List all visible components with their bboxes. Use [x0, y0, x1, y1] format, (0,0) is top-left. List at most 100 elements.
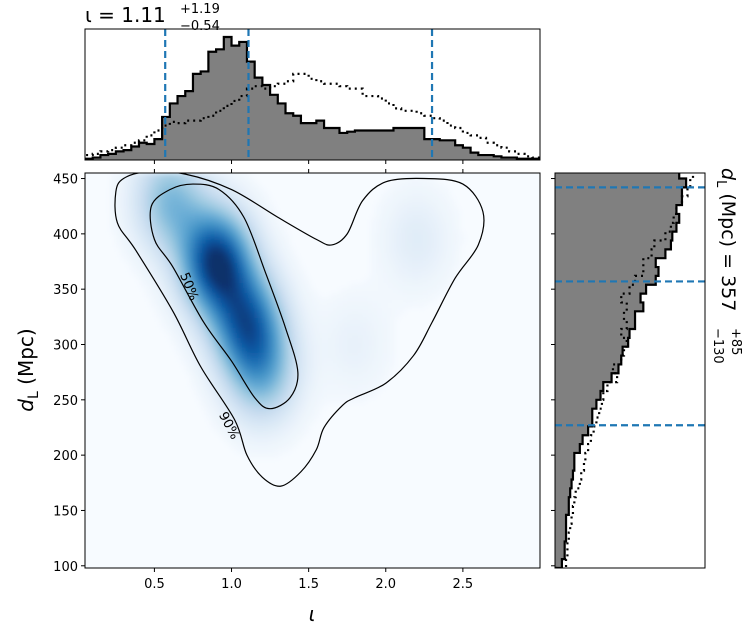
- heatmap-cell: [245, 203, 251, 209]
- heatmap-cell: [185, 233, 191, 239]
- heatmap-cell: [190, 283, 196, 289]
- heatmap-cell: [225, 233, 231, 239]
- heatmap-cell: [205, 223, 211, 229]
- heatmap-cell: [435, 233, 441, 239]
- heatmap-cell: [275, 278, 281, 284]
- heatmap-cell: [250, 448, 256, 454]
- heatmap-cell: [345, 318, 351, 324]
- heatmap-cell: [380, 328, 386, 334]
- heatmap-cell: [300, 423, 306, 429]
- heatmap-cell: [175, 233, 181, 239]
- heatmap-cell: [310, 388, 316, 394]
- heatmap-cell: [350, 373, 356, 379]
- heatmap-cell: [430, 203, 436, 209]
- heatmap-cell: [450, 238, 456, 244]
- top-histogram: [85, 29, 540, 160]
- heatmap-cell: [295, 358, 301, 364]
- heatmap-cell: [260, 453, 266, 459]
- heatmap-cell: [205, 298, 211, 304]
- heatmap-cell: [405, 203, 411, 209]
- heatmap-cell: [415, 188, 421, 194]
- heatmap-cell: [260, 378, 266, 384]
- heatmap-cell: [180, 358, 186, 364]
- heatmap-cell: [295, 383, 301, 389]
- heatmap-cell: [275, 228, 281, 234]
- heatmap-cell: [145, 188, 151, 194]
- heatmap-cell: [375, 368, 381, 374]
- heatmap-cell: [380, 288, 386, 294]
- heatmap-cell: [355, 343, 361, 349]
- heatmap-cell: [355, 348, 361, 354]
- heatmap-cell: [285, 438, 291, 444]
- heatmap-cell: [410, 258, 416, 264]
- heatmap-cell: [375, 318, 381, 324]
- heatmap-cell: [310, 318, 316, 324]
- heatmap-cell: [240, 418, 246, 424]
- heatmap-cell: [305, 398, 311, 404]
- heatmap-cell: [240, 248, 246, 254]
- heatmap-cell: [450, 248, 456, 254]
- heatmap-cell: [320, 303, 326, 309]
- heatmap-cell: [225, 398, 231, 404]
- heatmap-cell: [275, 383, 281, 389]
- heatmap-cell: [120, 228, 126, 234]
- heatmap-cell: [245, 233, 251, 239]
- heatmap-cell: [280, 398, 286, 404]
- heatmap-cell: [445, 203, 451, 209]
- heatmap-cell: [190, 208, 196, 214]
- heatmap-cell: [240, 183, 246, 189]
- heatmap-cell: [320, 363, 326, 369]
- heatmap-cell: [235, 403, 241, 409]
- heatmap-cell: [405, 233, 411, 239]
- heatmap-cell: [380, 218, 386, 224]
- heatmap-cell: [280, 338, 286, 344]
- heatmap-cell: [295, 333, 301, 339]
- heatmap-cell: [355, 358, 361, 364]
- heatmap-cell: [435, 293, 441, 299]
- heatmap-cell: [290, 418, 296, 424]
- heatmap-cell: [425, 228, 431, 234]
- heatmap-cell: [320, 328, 326, 334]
- heatmap-cell: [160, 208, 166, 214]
- heatmap-cell: [395, 313, 401, 319]
- heatmap-cell: [345, 348, 351, 354]
- heatmap-cell: [220, 318, 226, 324]
- heatmap-cell: [375, 333, 381, 339]
- heatmap-cell: [315, 328, 321, 334]
- heatmap-cell: [220, 298, 226, 304]
- heatmap-cell: [265, 248, 271, 254]
- heatmap-cell: [425, 273, 431, 279]
- heatmap-cell: [440, 288, 446, 294]
- heatmap-cell: [380, 338, 386, 344]
- heatmap-cell: [225, 378, 231, 384]
- heatmap-cell: [380, 343, 386, 349]
- heatmap-cell: [250, 423, 256, 429]
- heatmap-cell: [335, 333, 341, 339]
- heatmap-cell: [195, 298, 201, 304]
- heatmap-cell: [350, 358, 356, 364]
- heatmap-cell: [185, 183, 191, 189]
- heatmap-cell: [200, 183, 206, 189]
- heatmap-cell: [380, 363, 386, 369]
- heatmap-cell: [405, 198, 411, 204]
- heatmap-cell: [270, 328, 276, 334]
- heatmap-cell: [175, 223, 181, 229]
- heatmap-cell: [400, 298, 406, 304]
- x-tick-label: 2.5: [453, 577, 474, 592]
- heatmap-cell: [295, 388, 301, 394]
- heatmap-cell: [265, 308, 271, 314]
- heatmap-cell: [135, 208, 141, 214]
- heatmap-cell: [290, 408, 296, 414]
- heatmap-cell: [450, 263, 456, 269]
- heatmap-cell: [190, 333, 196, 339]
- heatmap-cell: [360, 298, 366, 304]
- heatmap-cell: [400, 258, 406, 264]
- heatmap-cell: [295, 398, 301, 404]
- heatmap-cell: [420, 228, 426, 234]
- heatmap-cell: [395, 268, 401, 274]
- heatmap-cell: [135, 218, 141, 224]
- heatmap-cell: [335, 328, 341, 334]
- heatmap-cell: [210, 278, 216, 284]
- heatmap-cell: [320, 318, 326, 324]
- heatmap-cell: [325, 303, 331, 309]
